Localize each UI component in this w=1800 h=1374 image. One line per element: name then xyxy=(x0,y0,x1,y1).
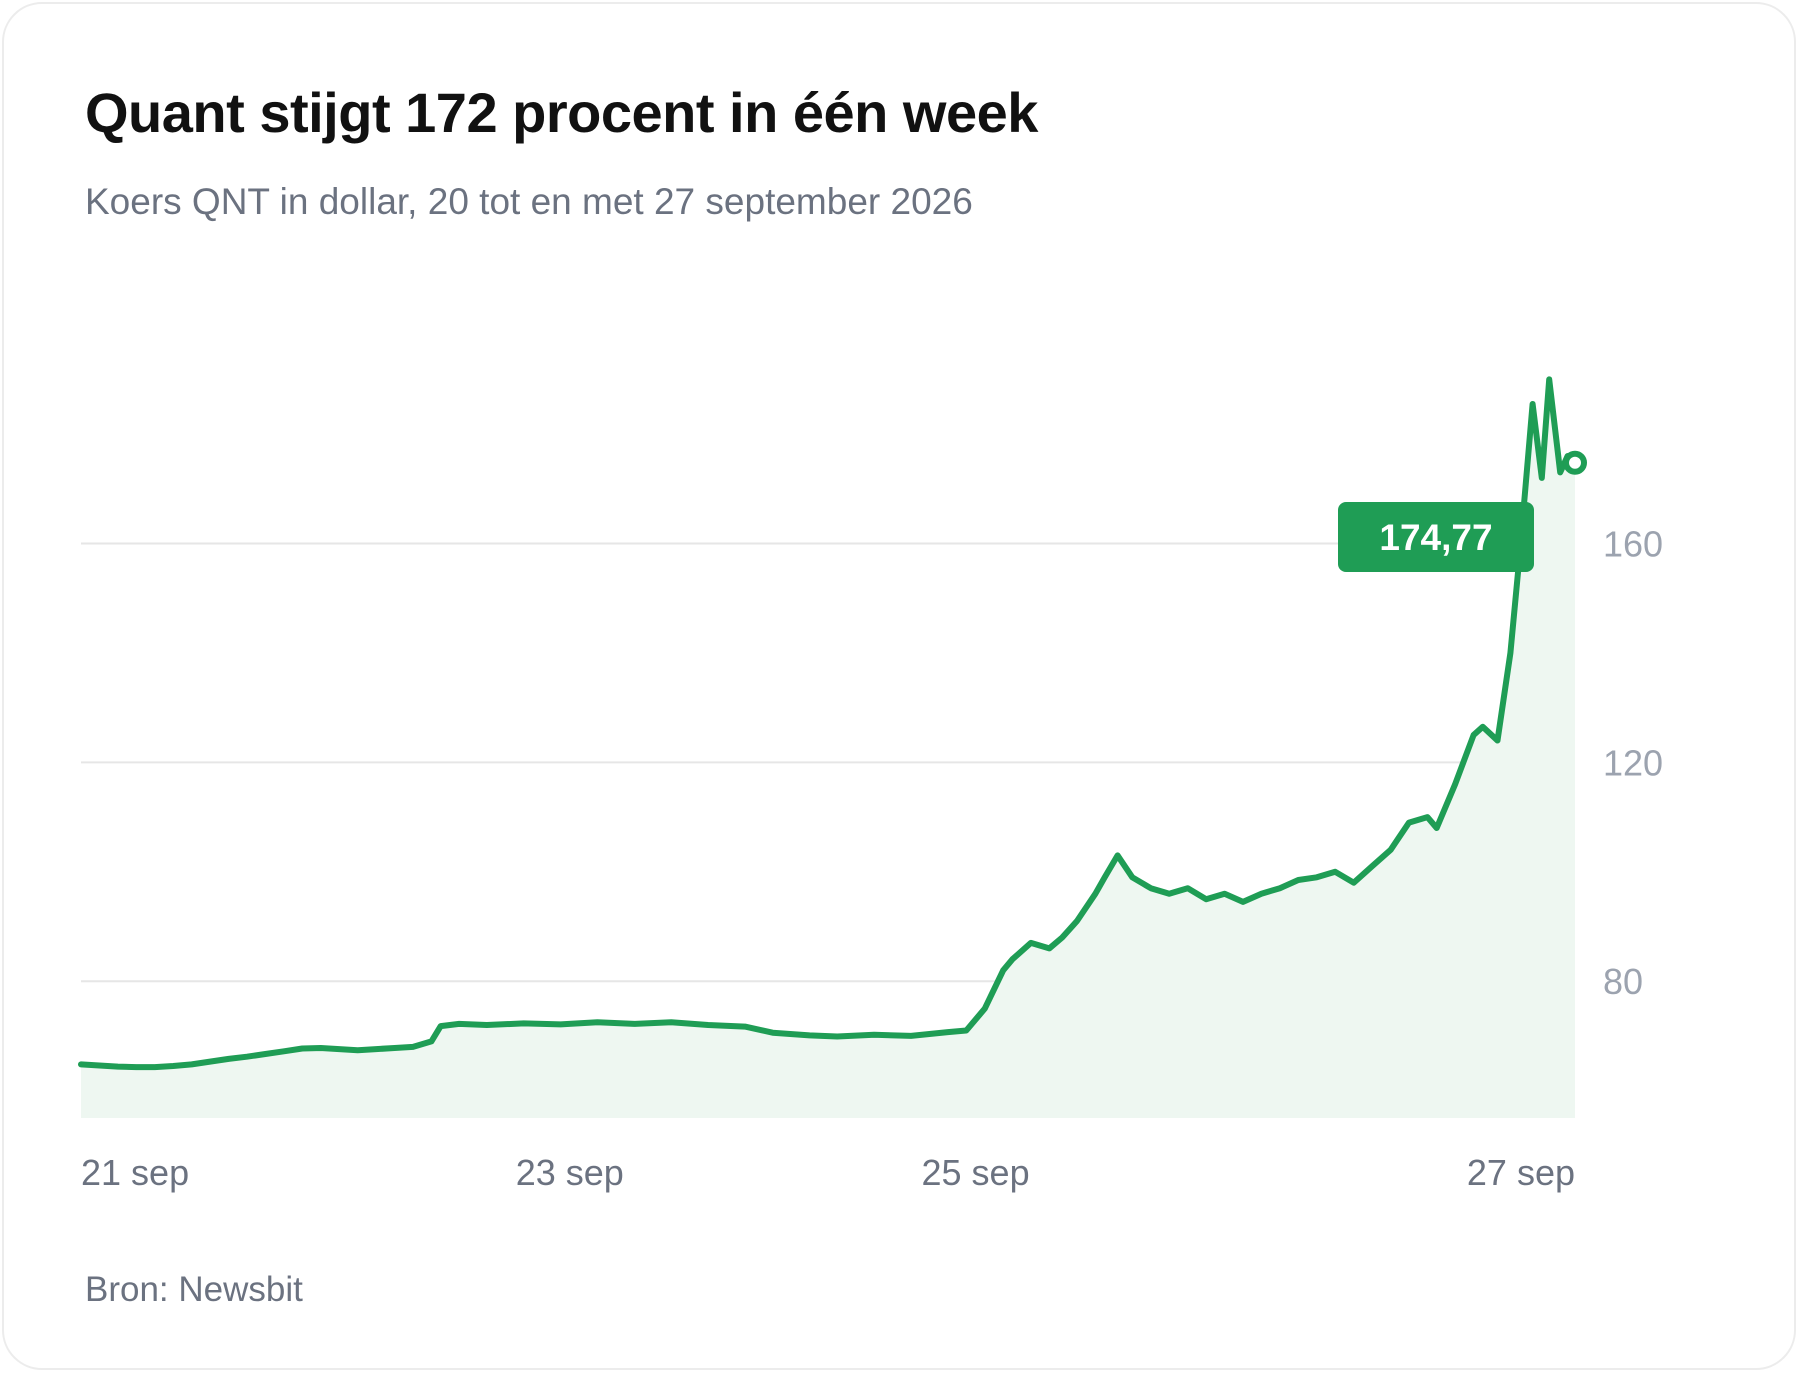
last-value-callout xyxy=(1338,502,1534,572)
chart-source: Bron: Newsbit xyxy=(85,1270,303,1309)
price-line xyxy=(78,376,1578,1071)
chart-title: Quant stijgt 172 procent in één week xyxy=(85,81,1038,144)
x-tick-label: 25 sep xyxy=(922,1152,1030,1193)
y-tick-label: 80 xyxy=(1603,961,1643,1002)
x-tick-label: 27 sep xyxy=(1467,1152,1575,1193)
y-tick-label: 120 xyxy=(1603,742,1663,783)
last-value-label: 174,77 xyxy=(1379,517,1492,558)
x-tick-label: 23 sep xyxy=(516,1152,624,1193)
chart-subtitle: Koers QNT in dollar, 20 tot en met 27 se… xyxy=(85,181,973,222)
y-tick-label: 160 xyxy=(1603,524,1663,565)
price-area xyxy=(81,379,1575,1118)
last-point-marker xyxy=(1563,450,1587,475)
x-tick-label: 21 sep xyxy=(81,1152,189,1193)
